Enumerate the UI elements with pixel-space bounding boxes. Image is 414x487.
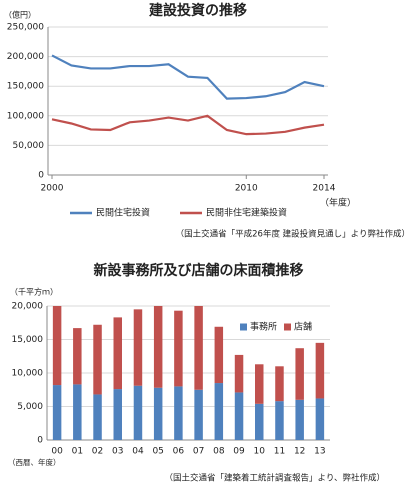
y-tick-label: 5,000 (17, 402, 43, 412)
x-tick-label: 2014 (313, 184, 336, 194)
bar-segment (174, 386, 183, 440)
y-tick-label: 15,000 (12, 335, 44, 345)
x-tick-label: 03 (112, 447, 123, 457)
bar-segment (174, 310, 183, 387)
x-tick-label: 2010 (235, 184, 258, 194)
legend-label: 事務所 (250, 321, 277, 333)
y-tick-label: 20,000 (12, 302, 44, 312)
x-tick-label: 06 (173, 447, 185, 457)
bar-segment (255, 364, 264, 404)
x-tick-label: 02 (92, 447, 103, 457)
y-tick-label: 10,000 (12, 369, 44, 379)
bar-segment (133, 309, 143, 386)
bar-segment (255, 403, 264, 440)
bar-segment (133, 385, 143, 440)
data-line (51, 114, 325, 136)
bar-segment (315, 398, 325, 440)
bar-segment (153, 387, 163, 440)
x-tick-label: 05 (152, 447, 163, 457)
source-note: （国土交通省「建築着工統計調査報告」より、弊社作成） (165, 473, 386, 484)
x-tick-label: 04 (132, 447, 144, 457)
bar-segment (194, 306, 203, 390)
x-tick-label: 07 (193, 447, 204, 457)
bar-segment (234, 392, 244, 440)
bar-segment (93, 324, 102, 395)
bar-segment (275, 401, 284, 440)
x-tick-label: 2000 (41, 184, 64, 194)
bar-segment (73, 384, 82, 440)
chart-title: 建設投資の推移 (149, 2, 247, 19)
bar-segment (93, 394, 102, 440)
legend-swatch (284, 323, 291, 331)
y-tick-label: 100,000 (7, 111, 44, 121)
x-tick-label: 08 (213, 447, 225, 457)
y-tick-label: 250,000 (7, 23, 44, 33)
bar-segment (295, 348, 304, 400)
bar-segment (214, 326, 224, 384)
legend-label: 店舗 (294, 321, 312, 333)
y-tick-label: 50,000 (13, 141, 45, 151)
bar-segment (52, 385, 62, 440)
y-tick-label: 0 (38, 171, 44, 181)
y-axis-label: （億円） (4, 10, 36, 20)
bar-segment (73, 328, 82, 385)
x-tick-label: 12 (294, 447, 305, 457)
chart-title: 新設事務所及び店舗の床面積推移 (94, 262, 304, 279)
bar-segment (295, 399, 304, 440)
bar-segment (214, 383, 224, 440)
y-tick-label: 200,000 (7, 52, 44, 62)
x-tick-label: 13 (314, 447, 325, 457)
y-axis-label: （千平方ｍ） (10, 287, 58, 297)
x-tick-label: 00 (51, 447, 63, 457)
x-tick-label: 09 (233, 447, 245, 457)
y-tick-label: 150,000 (7, 82, 44, 92)
legend-label: 民間非住宅建築投資 (206, 207, 287, 219)
x-axis-label: （西暦、年度） (8, 457, 61, 467)
bar-segment (153, 306, 163, 388)
data-line (51, 54, 325, 100)
legend-label: 民間住宅投資 (96, 207, 150, 219)
bar-segment (275, 366, 284, 402)
bar-segment (194, 389, 203, 440)
x-tick-label: 10 (254, 447, 266, 457)
x-axis-label: （年度） (320, 197, 356, 209)
bar-segment (52, 306, 62, 386)
y-tick-label: 0 (37, 436, 43, 446)
source-note: （国土交通省「平成26年度 建設投資見通し」より弊社作成） (176, 229, 410, 240)
bar-segment (113, 389, 122, 440)
bar-segment (234, 354, 244, 393)
x-tick-label: 11 (274, 447, 285, 457)
x-tick-label: 01 (72, 447, 83, 457)
legend-swatch (240, 323, 247, 331)
bar-segment (315, 342, 325, 399)
bar-segment (113, 317, 122, 390)
